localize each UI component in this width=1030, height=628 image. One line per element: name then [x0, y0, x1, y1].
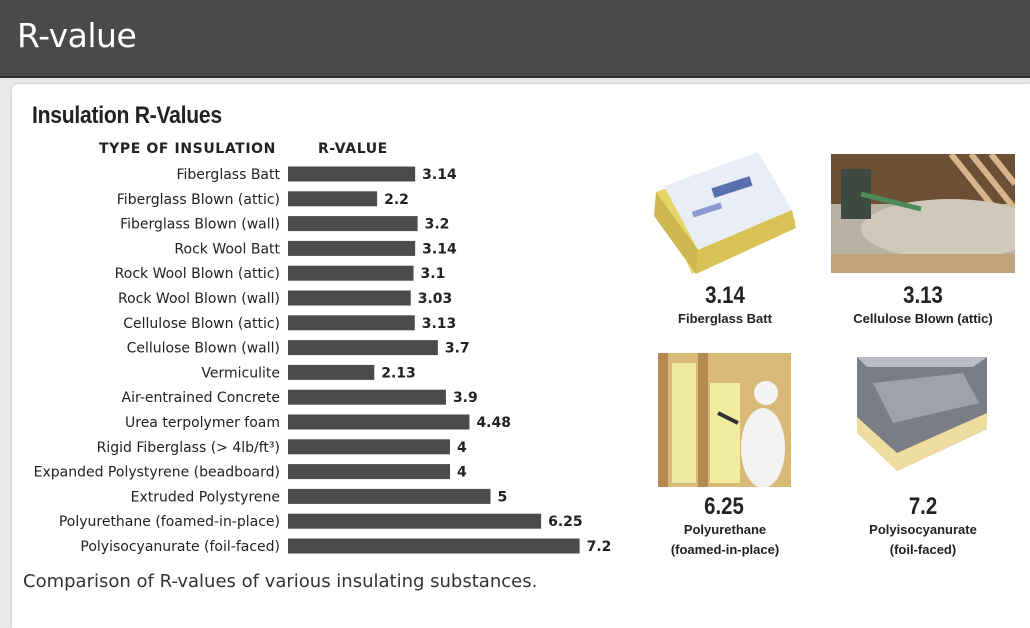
category-label: Urea terpolymer foam — [125, 415, 280, 431]
bar — [288, 166, 416, 182]
value-label: 4.48 — [476, 415, 511, 431]
value-label: 3.03 — [418, 291, 453, 307]
page-title: R-value — [17, 16, 137, 55]
spray-foam-photo — [658, 353, 791, 487]
category-label: Vermiculite — [201, 365, 280, 381]
value-label: 2.2 — [384, 192, 409, 208]
card-label: (foamed-in-place) — [670, 542, 780, 557]
bar — [288, 240, 416, 256]
bar — [288, 389, 446, 405]
category-label: Cellulose Blown (wall) — [127, 341, 280, 357]
bar — [288, 464, 450, 480]
bar — [288, 364, 375, 380]
category-column-header: TYPE OF INSULATION — [99, 141, 276, 157]
value-column-header: R-VALUE — [318, 141, 388, 157]
bar — [288, 315, 415, 331]
cellulose-attic-photo — [831, 154, 1015, 273]
value-label: 3.7 — [445, 341, 470, 357]
card-label: (foil-faced) — [889, 542, 957, 557]
value-label: 3.9 — [453, 390, 478, 406]
page-header: R-value — [0, 0, 1030, 78]
category-label: Fiberglass Batt — [177, 167, 281, 183]
value-label: 5 — [498, 489, 508, 505]
category-label: Air-entrained Concrete — [122, 390, 280, 406]
value-label: 3.14 — [422, 167, 457, 183]
bar — [288, 439, 450, 455]
category-label: Fiberglass Blown (attic) — [117, 192, 280, 208]
bar — [288, 513, 542, 529]
card-value: 7.2 — [908, 493, 938, 520]
card-label: Polyisocyanurate — [869, 522, 977, 537]
category-label: Expanded Polystyrene (beadboard) — [34, 465, 280, 481]
card-value: 3.13 — [903, 282, 943, 309]
value-label: 4 — [457, 440, 467, 456]
bar — [288, 216, 418, 232]
chart-title: Insulation R-Values — [32, 102, 222, 129]
card-label: Fiberglass Batt — [678, 311, 772, 326]
value-label: 6.25 — [548, 514, 583, 530]
fiberglass-batt-photo — [654, 152, 796, 274]
bar — [288, 538, 580, 554]
bar — [288, 340, 438, 356]
category-label: Polyisocyanurate (foil-faced) — [80, 539, 280, 555]
bar — [288, 191, 378, 207]
bar — [288, 290, 411, 306]
category-label: Rock Wool Blown (attic) — [115, 266, 280, 282]
card-label: Cellulose Blown (attic) — [853, 311, 993, 326]
category-label: Extruded Polystyrene — [131, 489, 280, 505]
category-label: Rock Wool Batt — [174, 241, 280, 257]
bar — [288, 488, 491, 504]
category-label: Polyurethane (foamed-in-place) — [59, 514, 280, 530]
value-label: 4 — [457, 465, 467, 481]
category-label: Fiberglass Blown (wall) — [120, 217, 280, 233]
category-label: Rock Wool Blown (wall) — [118, 291, 280, 307]
card-value: 3.14 — [705, 282, 745, 309]
category-label: Rigid Fiberglass (> 4lb/ft³) — [97, 440, 280, 456]
foil-board-photo — [857, 357, 987, 471]
value-label: 7.2 — [587, 539, 612, 555]
value-label: 2.13 — [381, 365, 416, 381]
value-label: 3.1 — [421, 266, 446, 282]
bar — [288, 414, 470, 430]
figure-caption: Comparison of R-values of various insula… — [23, 571, 538, 592]
category-label: Cellulose Blown (attic) — [123, 316, 280, 332]
card-label: Polyurethane — [683, 522, 767, 537]
card-value: 6.25 — [704, 493, 744, 520]
bar — [288, 265, 414, 281]
value-label: 3.13 — [422, 316, 457, 332]
value-label: 3.14 — [422, 241, 457, 257]
value-label: 3.2 — [425, 217, 450, 233]
